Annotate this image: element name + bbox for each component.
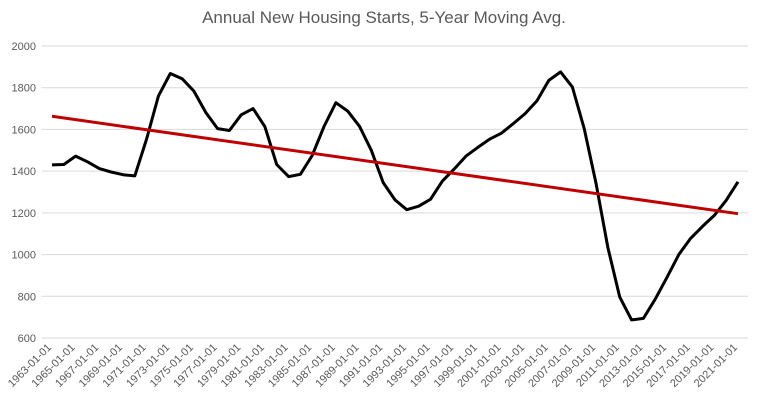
y-tick-label: 1800: [12, 83, 36, 95]
series-line-moving-avg: [51, 70, 740, 322]
y-tick-label: 2000: [12, 41, 36, 53]
y-tick-label: 1000: [12, 250, 36, 262]
y-tick-label: 1400: [12, 166, 36, 178]
y-tick-label: 1600: [12, 124, 36, 136]
series-line-trend: [51, 114, 739, 216]
y-tick-label: 800: [18, 291, 36, 303]
chart-title: Annual New Housing Starts, 5-Year Moving…: [202, 8, 566, 27]
y-tick-label: 600: [18, 333, 36, 345]
y-tick-label: 1200: [12, 208, 36, 220]
